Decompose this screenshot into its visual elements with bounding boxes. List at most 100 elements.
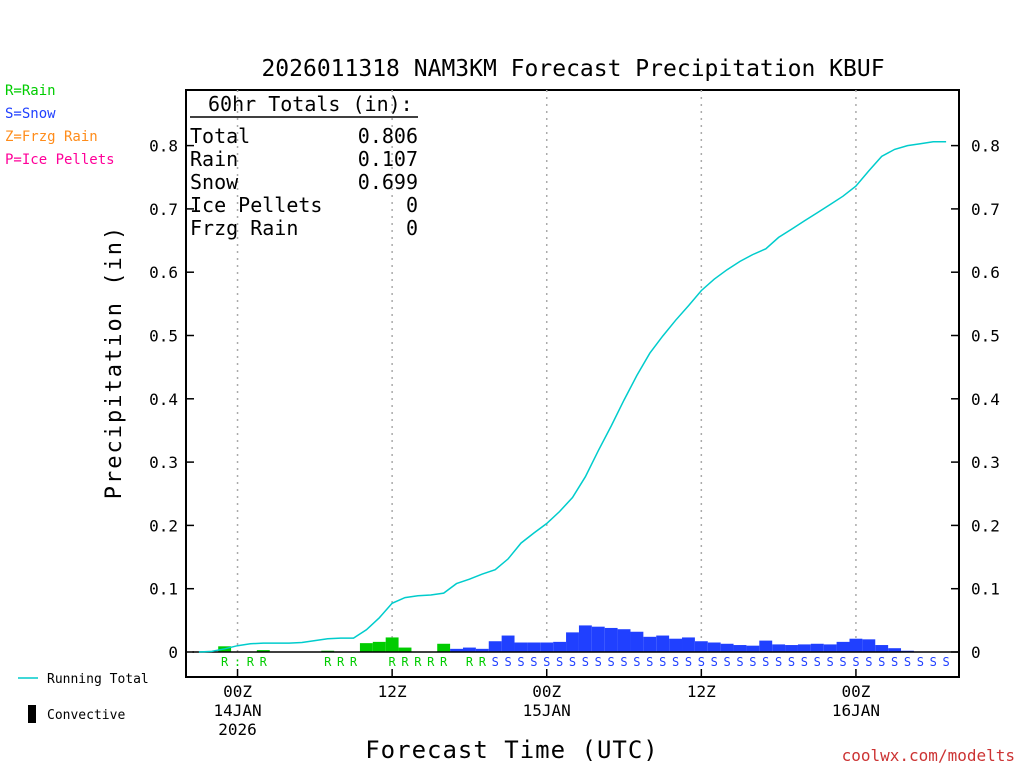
totals-row-label: Rain (190, 147, 238, 171)
precip-type-symbol: R (324, 655, 332, 669)
site-credit: coolwx.com/modelts (842, 746, 1015, 765)
totals-row-value: 0 (406, 193, 418, 217)
precip-type-symbol: R (350, 655, 358, 669)
totals-row-value: 0.107 (358, 147, 418, 171)
snow-bar (462, 647, 476, 652)
snow-bar (501, 635, 515, 652)
x-tick-label: 00Z (532, 682, 561, 701)
precip-type-symbol: S (891, 655, 898, 669)
precip-type-symbol: S (517, 655, 524, 669)
snow-bar (862, 639, 876, 652)
precip-type-symbol: R (389, 655, 397, 669)
snow-bar (643, 636, 657, 652)
precip-type-symbol: S (942, 655, 949, 669)
precip-type-symbol: S (814, 655, 821, 669)
snow-bar (578, 625, 592, 652)
snow-bar (849, 638, 863, 652)
y-tick-label-right: 0.3 (971, 453, 1000, 472)
rain-bar (437, 643, 451, 652)
type-legend-item: P=Ice Pellets (5, 152, 115, 168)
running-total-series (198, 141, 947, 653)
precip-type-symbol: R (466, 655, 474, 669)
y-tick-label-left: 0.6 (149, 263, 178, 282)
snow-bar (617, 629, 631, 652)
x-axis-label: Forecast Time (UTC) (365, 736, 659, 764)
x-tick-label: 14JAN (213, 701, 261, 720)
precip-type-symbol: S (865, 655, 872, 669)
running-total-legend-label: Running Total (47, 672, 149, 687)
snow-bar (450, 648, 463, 652)
y-tick-label-left: 0.8 (149, 137, 178, 156)
precip-type-symbol: R (337, 655, 345, 669)
precip-type-symbol: S (711, 655, 718, 669)
precip-type-symbol: S (492, 655, 499, 669)
snow-bar (875, 645, 889, 652)
vertical-gridlines (236, 90, 857, 652)
x-tick-label: 15JAN (523, 701, 571, 720)
totals-row-label: Snow (190, 170, 239, 194)
precip-type-symbol: S (775, 655, 782, 669)
snow-bar (656, 635, 670, 652)
y-tick-label-left: 0.3 (149, 453, 178, 472)
precip-type-symbol: R (247, 655, 255, 669)
precip-type-symbol: S (504, 655, 511, 669)
rain-bar (398, 647, 412, 652)
y-tick-label-right: 0 (971, 643, 981, 662)
snow-bar (604, 627, 618, 652)
precip-type-legend: R=Rain S=Snow Z=Frzg Rain P=Ice Pellets (5, 83, 115, 168)
y-tick-label-left: 0 (168, 643, 178, 662)
snow-bar (888, 648, 902, 652)
precip-type-symbol: R (221, 655, 229, 669)
y-tick-label-left: 0.1 (149, 580, 178, 599)
y-tick-label-right: 0.8 (971, 137, 1000, 156)
rain-bar (359, 643, 373, 652)
type-legend-item: Z=Frzg Rain (5, 129, 98, 145)
precip-type-symbol: S (556, 655, 563, 669)
snow-bar (553, 641, 567, 652)
y-axis-label: Precipitation (in) (102, 225, 127, 499)
chart-title: 2026011318 NAM3KM Forecast Precipitation… (261, 56, 884, 82)
precip-type-symbol: S (762, 655, 769, 669)
snow-bar (836, 641, 850, 652)
snow-bar (694, 641, 708, 652)
precip-type-symbol: R (479, 655, 487, 669)
y-tick-label-right: 0.1 (971, 580, 1000, 599)
snow-bar (669, 638, 683, 652)
y-tick-label-right: 0.5 (971, 327, 1000, 346)
rain-bar (372, 641, 386, 652)
snow-bar (772, 644, 786, 652)
totals-row-label: Frzg Rain (190, 216, 298, 240)
snow-bar (566, 632, 579, 652)
y-tick-label-left: 0.5 (149, 327, 178, 346)
snow-bar (707, 642, 721, 652)
precip-type-symbol: S (569, 655, 576, 669)
snow-bar (759, 640, 773, 652)
precip-type-symbol: R (427, 655, 435, 669)
precip-type-symbol: : (234, 655, 241, 669)
precip-type-symbol: S (595, 655, 602, 669)
precip-type-symbol: S (685, 655, 692, 669)
precip-type-symbol: S (788, 655, 795, 669)
precip-type-symbol: S (633, 655, 640, 669)
precip-type-symbol: S (878, 655, 885, 669)
precip-type-symbol: S (930, 655, 937, 669)
totals-heading: 60hr Totals (in): (208, 92, 413, 116)
totals-box: 60hr Totals (in): Total 0.806 Rain 0.107 Sno… (190, 92, 418, 240)
precip-type-symbol: S (646, 655, 653, 669)
precip-type-symbol: S (852, 655, 859, 669)
y-tick-label-left: 0.2 (149, 516, 178, 535)
convective-swatch (28, 705, 36, 723)
y-tick-label-right: 0.7 (971, 200, 1000, 219)
y-tick-label-right: 0.2 (971, 516, 1000, 535)
precip-type-symbol: S (723, 655, 730, 669)
y-tick-label-right: 0.6 (971, 263, 1000, 282)
precip-type-symbol: R (401, 655, 409, 669)
precip-type-symbol: R (440, 655, 448, 669)
precip-type-symbol: S (827, 655, 834, 669)
totals-row-value: 0.699 (358, 170, 418, 194)
snow-bar (591, 626, 605, 652)
snow-bar (733, 645, 747, 652)
